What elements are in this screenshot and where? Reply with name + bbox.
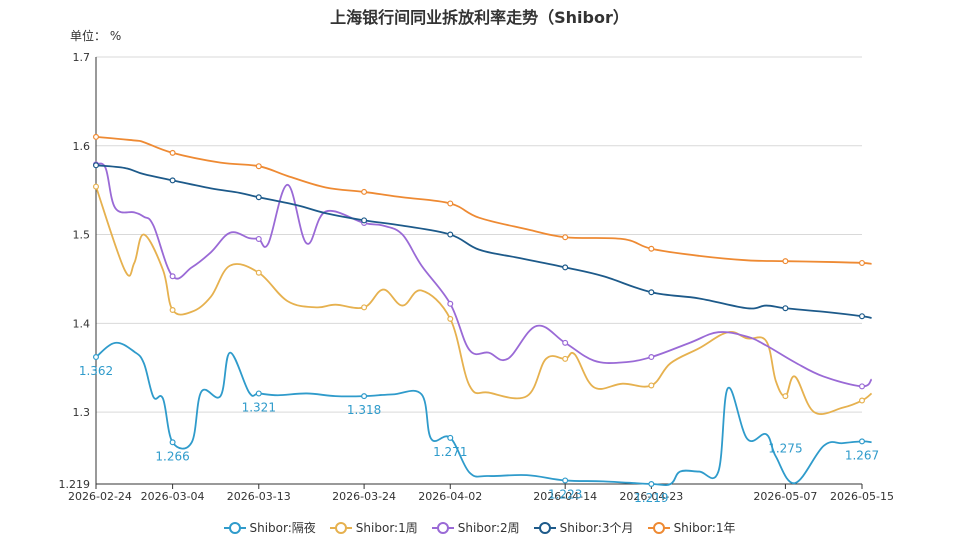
- line-chart-plot: 1.219 1.3 1.4 1.5 1.6 1.7 2026-02-24 2026-03-04…: [59, 51, 894, 505]
- data-label: 1.267: [845, 448, 879, 462]
- chart-legend: Shibor:隔夜 Shibor:1周 Shibor:2周 Shibor:3个月…: [0, 519, 959, 536]
- data-point: [92, 162, 99, 169]
- data-point: [447, 434, 454, 441]
- legend-item-overnight[interactable]: Shibor:隔夜: [223, 519, 316, 536]
- legend-swatch: [431, 521, 454, 534]
- data-point: [169, 149, 176, 156]
- data-point: [562, 234, 569, 241]
- data-point: [361, 393, 368, 400]
- y-tick-label: 1.6: [73, 140, 91, 153]
- data-point: [648, 354, 655, 361]
- data-label: 1.275: [768, 441, 802, 455]
- x-tick-label: 2026-05-07: [753, 490, 817, 503]
- data-point: [782, 305, 789, 312]
- chart-title: 上海银行间同业拆放利率走势（Shibor）: [330, 8, 629, 27]
- legend-item-1week[interactable]: Shibor:1周: [329, 519, 418, 536]
- data-point: [562, 339, 569, 346]
- data-point: [858, 313, 865, 320]
- data-point: [169, 439, 176, 446]
- data-label: 1.318: [347, 403, 381, 417]
- series-line: [95, 164, 872, 319]
- data-point: [858, 259, 865, 266]
- data-point: [92, 183, 99, 190]
- data-point: [255, 235, 262, 242]
- x-tick-label: 2026-04-02: [418, 490, 482, 503]
- data-point: [169, 307, 176, 314]
- y-tick-label: 1.219: [59, 478, 91, 491]
- data-point: [361, 304, 368, 311]
- data-point: [361, 217, 368, 224]
- data-point: [562, 355, 569, 362]
- data-point: [648, 245, 655, 252]
- data-point: [255, 163, 262, 170]
- data-point: [782, 258, 789, 265]
- data-point: [648, 481, 655, 488]
- data-point: [447, 300, 454, 307]
- legend-swatch: [647, 521, 670, 534]
- legend-item-3month[interactable]: Shibor:3个月: [533, 519, 634, 536]
- series-line: [95, 135, 872, 265]
- x-tick-label: 2026-03-04: [141, 490, 205, 503]
- series-line: [95, 162, 873, 388]
- data-point: [92, 133, 99, 140]
- x-tick-label: 2026-04-14: [533, 490, 597, 503]
- x-tick-label: 2026-05-15: [830, 490, 894, 503]
- data-point: [169, 273, 176, 280]
- data-point: [648, 382, 655, 389]
- data-point: [447, 231, 454, 238]
- x-tick-label: 2026-02-24: [68, 490, 132, 503]
- data-point: [562, 477, 569, 484]
- y-tick-label: 1.7: [73, 51, 91, 64]
- data-point: [562, 264, 569, 271]
- legend-label: Shibor:3个月: [559, 521, 634, 535]
- data-label: 1.223: [548, 487, 582, 501]
- data-label: 1.321: [242, 400, 276, 414]
- legend-swatch: [223, 521, 246, 534]
- data-point: [255, 390, 262, 397]
- series-line: [95, 186, 873, 415]
- series-line: [95, 341, 872, 487]
- data-label: 1.271: [433, 445, 467, 459]
- data-point: [648, 289, 655, 296]
- data-label: 1.266: [155, 449, 189, 463]
- x-tick-label: 2026-03-24: [332, 490, 396, 503]
- data-label: 1.362: [79, 364, 113, 378]
- legend-item-2week[interactable]: Shibor:2周: [431, 519, 520, 536]
- legend-swatch: [533, 521, 556, 534]
- legend-label: Shibor:2周: [457, 521, 520, 535]
- data-point: [255, 194, 262, 201]
- legend-label: Shibor:1周: [355, 521, 418, 535]
- data-point: [92, 354, 99, 361]
- data-point: [255, 269, 262, 276]
- legend-label: Shibor:1年: [673, 521, 736, 535]
- data-point: [361, 188, 368, 195]
- data-point: [858, 383, 865, 390]
- data-point: [858, 438, 865, 445]
- legend-item-1year[interactable]: Shibor:1年: [647, 519, 736, 536]
- data-point: [782, 393, 789, 400]
- legend-swatch: [329, 521, 352, 534]
- y-tick-label: 1.4: [73, 317, 91, 330]
- y-tick-label: 1.5: [73, 229, 91, 242]
- y-axis-unit-label: 单位： %: [70, 29, 122, 43]
- y-tick-label: 1.3: [73, 406, 91, 419]
- data-point: [858, 397, 865, 404]
- x-tick-label: 2026-03-13: [227, 490, 291, 503]
- data-point: [169, 177, 176, 184]
- data-label: 1.219: [634, 491, 668, 505]
- x-tick-label: 2026-04-23: [619, 490, 683, 503]
- legend-label: Shibor:隔夜: [249, 521, 316, 535]
- data-point: [447, 315, 454, 322]
- data-point: [447, 200, 454, 207]
